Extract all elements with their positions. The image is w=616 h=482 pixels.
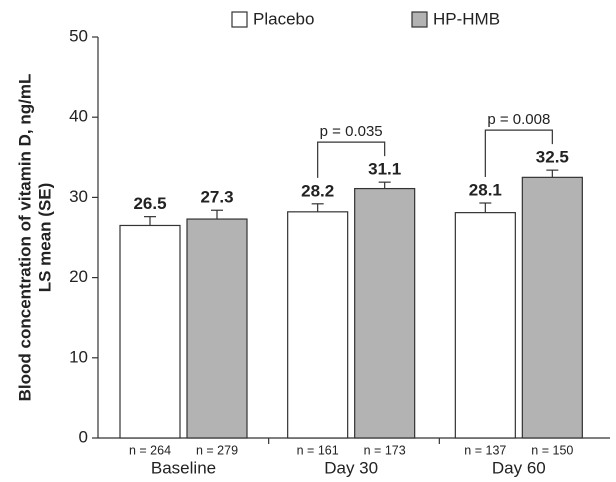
bar: [287, 211, 349, 439]
y-axis-label: Blood concentration of vitamin D, ng/mL: [15, 74, 34, 402]
legend-swatch: [231, 11, 248, 28]
n-label: n = 150: [531, 443, 573, 457]
n-label: n = 137: [464, 443, 506, 457]
bar: [186, 218, 248, 439]
n-label: n = 161: [297, 443, 339, 457]
y-tick-label: 30: [69, 187, 88, 206]
n-label: n = 279: [196, 443, 238, 457]
y-tick-label: 0: [79, 427, 88, 446]
y-tick-label: 40: [69, 107, 88, 126]
value-label: 27.3: [200, 188, 233, 207]
p-value: p = 0.035: [320, 123, 383, 140]
significance-bracket: [484, 129, 553, 178]
legend-label: HP-HMB: [433, 9, 500, 28]
bar: [119, 224, 181, 439]
legend-label: Placebo: [253, 9, 314, 28]
value-label: 28.2: [301, 181, 334, 200]
value-label: 26.5: [133, 194, 166, 213]
y-tick-label: 10: [69, 347, 88, 366]
y-tick-label: 20: [69, 267, 88, 286]
bar: [454, 212, 516, 439]
value-label: 31.1: [368, 160, 401, 179]
y-axis-label: LS mean (SE): [35, 183, 54, 293]
p-value: p = 0.008: [487, 111, 550, 128]
value-label: 28.1: [469, 180, 502, 199]
bar: [521, 176, 583, 439]
x-tick-label: Baseline: [151, 458, 216, 477]
x-tick-label: Day 60: [492, 458, 546, 477]
n-label: n = 173: [364, 443, 406, 457]
legend-swatch: [411, 11, 428, 28]
value-label: 32.5: [536, 148, 569, 167]
significance-bracket: [317, 141, 386, 178]
y-tick-label: 50: [69, 26, 88, 45]
bar: [354, 187, 416, 439]
x-tick-label: Day 30: [324, 458, 378, 477]
n-label: n = 264: [129, 443, 171, 457]
